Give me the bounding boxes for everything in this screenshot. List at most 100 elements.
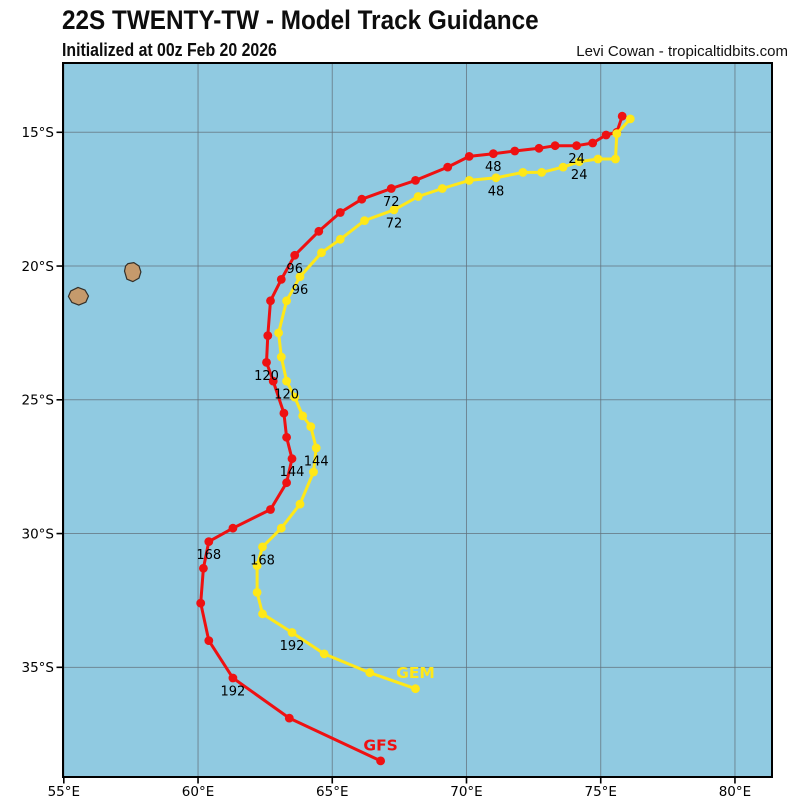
track-point-gfs [572,141,581,151]
hour-label-gem-120: 120 [274,388,299,403]
x-tick-label: 80°E [719,784,751,800]
track-point-gem [558,162,568,172]
track-point-gfs [335,208,345,217]
track-point-gfs [386,184,396,193]
track-point-gfs [228,673,238,683]
track-point-gem [611,154,620,164]
track-point-gfs [443,162,453,172]
track-point-gem [464,176,474,185]
track-point-gfs [199,563,208,573]
hour-label-gfs-144: 144 [280,465,305,480]
hour-label-gem-96: 96 [292,283,309,298]
track-point-gfs [266,505,275,514]
track-point-gfs [488,149,498,159]
track-point-gem [258,609,267,619]
y-tick-label: 30°S [22,526,55,542]
track-point-gfs [601,130,611,140]
track-point-gem [287,628,297,637]
track-point-gfs [204,537,214,546]
track-point-gfs [204,636,214,645]
track-point-gfs [376,756,385,766]
track-point-gfs [290,250,300,260]
track-point-gem [518,168,528,177]
track-point-gem [252,588,262,597]
track-point-gfs [266,296,275,306]
track-point-gem [491,173,501,183]
hour-label-gem-168: 168 [250,553,275,568]
track-point-gfs [287,454,297,464]
hour-label-gem-48: 48 [488,184,505,199]
model-name-label-gfs: GFS [363,736,397,754]
track-point-gem [309,467,318,477]
track-point-gem [335,234,345,244]
track-point-gfs [464,152,474,161]
map-frame [62,62,773,778]
hour-label-gfs-192: 192 [220,685,245,700]
track-point-gem [276,352,286,362]
track-point-gfs [268,376,278,386]
track-point-gfs [263,331,273,340]
track-point-gfs [279,408,289,418]
track-point-gfs [228,523,238,533]
y-tick-label: 20°S [22,259,55,275]
track-point-gem [319,649,329,659]
x-tick-label: 70°E [450,784,482,800]
model-name-label-gem: GEM [396,664,435,682]
track-point-gfs [262,358,271,367]
track-point-gfs [411,176,420,185]
hour-label-gfs-168: 168 [196,548,221,563]
track-point-gem [537,168,547,177]
x-tick-label: 60°E [182,784,214,800]
y-tick-label: 15°S [22,125,55,141]
track-point-gfs [314,226,324,236]
track-point-gfs [284,713,294,723]
track-point-gfs [510,146,520,156]
track-point-gfs [196,598,206,608]
island-reunion [67,286,90,306]
hour-label-gfs-24: 24 [568,152,585,167]
track-point-gem [612,129,622,139]
hour-label-gfs-48: 48 [485,160,502,175]
hour-label-gem-144: 144 [304,455,329,470]
track-point-gfs [550,141,560,151]
x-tick-label: 55°E [48,784,80,800]
track-point-gfs [282,432,291,442]
track-point-gem [295,499,305,509]
track-point-gem [274,328,283,338]
track-point-gfs [617,111,627,121]
hour-label-gfs-72: 72 [383,195,400,210]
track-point-gem [298,411,308,421]
track-point-gfs [357,194,367,204]
track-point-gem [282,296,291,306]
track-point-gem [574,157,584,167]
track-point-gfs [534,143,544,153]
track-point-gem [276,523,286,533]
track-point-gem [437,184,447,193]
hour-label-gfs-96: 96 [286,262,303,277]
hour-label-gem-24: 24 [571,168,588,183]
x-tick-label: 65°E [316,784,348,800]
init-time-subtitle: Initialized at 00z Feb 20 2026 [62,40,277,60]
track-point-gem [389,205,399,215]
x-tick-label: 75°E [584,784,616,800]
track-point-gfs [276,275,286,284]
track-point-gfs [282,478,291,488]
track-point-gem [252,561,262,571]
track-point-gem [306,422,316,431]
track-point-gem [365,668,375,678]
track-point-gem [311,443,321,453]
track-point-gfs [588,138,598,148]
track-point-gem [317,248,326,258]
track-point-gem [290,392,300,402]
hour-label-gem-192: 192 [280,639,305,654]
island-mauritius [123,262,142,283]
y-tick-label: 35°S [22,660,55,676]
credit-text: Levi Cowan - tropicaltidbits.com [576,43,788,60]
page-title: 22S TWENTY-TW - Model Track Guidance [62,5,539,35]
track-point-gem [413,192,423,201]
hour-label-gfs-120: 120 [254,369,279,384]
y-tick-label: 25°S [22,393,55,409]
track-point-gem [360,216,369,226]
